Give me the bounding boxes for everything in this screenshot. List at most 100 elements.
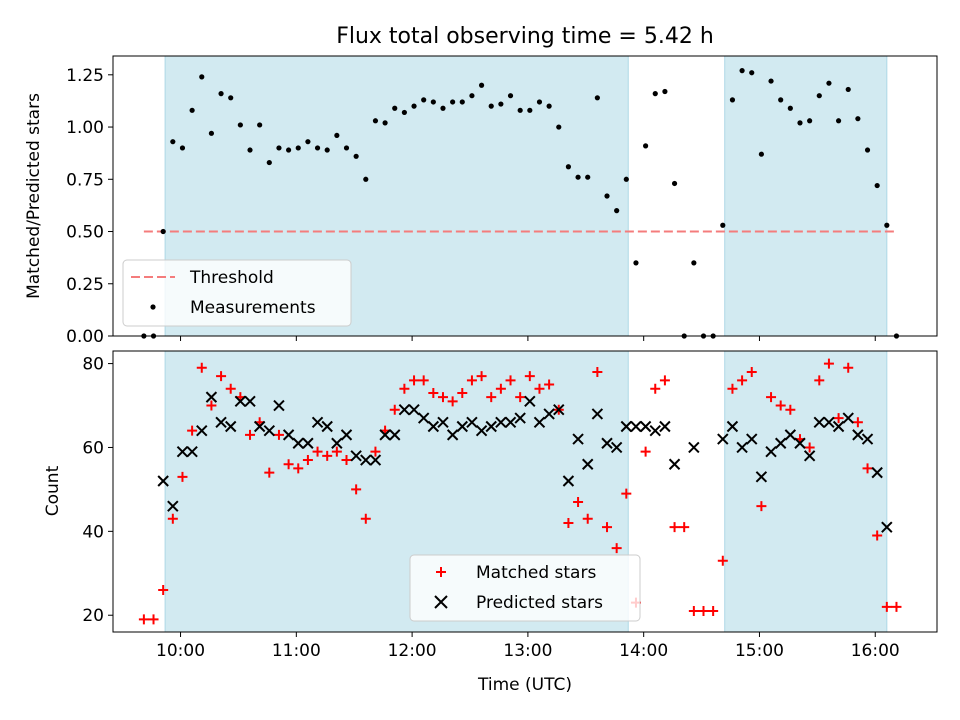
bottom-series-1-point-24 — [389, 429, 401, 441]
bottom-series-0-point-16 — [293, 463, 304, 474]
top-y-tick-label-2: 0.50 — [66, 223, 104, 243]
top-series-0-point-5 — [189, 107, 195, 113]
top-series-0-point-51 — [633, 260, 639, 266]
bottom-series-0-point-60 — [717, 555, 728, 566]
bottom-series-0-point-30 — [428, 387, 439, 398]
top-series-0-point-41 — [536, 99, 543, 105]
top-series-0-point-33 — [459, 99, 465, 105]
top-series-0-point-9 — [228, 95, 234, 101]
bottom-series-0-point-78 — [891, 601, 902, 612]
bottom-legend-box — [409, 554, 641, 622]
bottom-series-1-point-47 — [610, 441, 623, 454]
top-series-0-point-72 — [835, 118, 842, 124]
bottom-series-1-point-22 — [369, 454, 382, 466]
bottom-series-0-point-59 — [708, 606, 719, 617]
bottom-series-1-point-64 — [803, 450, 816, 462]
legend-threshold-label: Threshold — [189, 268, 274, 288]
bottom-series-0-point-49 — [611, 543, 622, 554]
top-y-axis-label: Matched/Predicted stars — [24, 93, 44, 299]
top-series-0-point-29 — [421, 97, 427, 103]
bottom-series-1-point-11 — [263, 424, 276, 437]
bottom-series-0-point-0 — [138, 614, 149, 625]
bottom-series-0-point-1 — [148, 614, 159, 625]
bottom-y-tick-label-3: 80 — [82, 355, 104, 375]
bottom-series-0-point-34 — [466, 375, 477, 386]
bottom-series-1-point-72 — [881, 521, 893, 533]
bottom-series-0-point-36 — [486, 392, 497, 403]
bottom-series-0-point-14 — [273, 429, 284, 440]
legend-matched-label: Matched stars — [476, 563, 596, 583]
bottom-series-0-point-24 — [370, 446, 381, 457]
bottom-series-1-point-34 — [485, 420, 497, 433]
top-series-0-point-52 — [643, 143, 649, 149]
top-y-tick-label-4: 1.00 — [66, 118, 104, 138]
x-tick-label-4: 14:00 — [619, 641, 668, 661]
bottom-series-0-point-75 — [862, 463, 873, 474]
bottom-series-0-point-11 — [245, 429, 256, 440]
bottom-series-0-point-74 — [852, 417, 863, 428]
bottom-series-1-point-66 — [823, 416, 835, 429]
top-series-0-point-22 — [353, 153, 359, 159]
bottom-series-0-point-27 — [399, 383, 410, 394]
top-y-tick-label-0: 0.00 — [66, 327, 104, 347]
top-series-0-point-24 — [372, 118, 379, 124]
bottom-series-0-point-37 — [495, 383, 506, 394]
bottom-series-1-point-63 — [794, 437, 806, 449]
x-tick-label-2: 12:00 — [388, 641, 437, 661]
top-series-0-point-19 — [324, 147, 330, 153]
top-series-0-point-23 — [363, 176, 369, 182]
top-series-0-point-20 — [334, 132, 340, 139]
bottom-series-0-point-56 — [679, 522, 690, 533]
top-y-tick-label-5: 1.25 — [66, 66, 104, 86]
top-series-0-point-67 — [787, 105, 793, 111]
bottom-y-tick-label-0: 20 — [82, 606, 104, 626]
top-plot-panel: 0.00 0.25 0.50 0.75 1.00 1.25 Threshold Measure… — [66, 55, 938, 347]
bottom-series-0-point-54 — [659, 375, 670, 386]
top-series-0-point-69 — [807, 118, 813, 124]
top-series-0-point-32 — [450, 99, 456, 105]
bottom-series-1-point-49 — [630, 420, 642, 433]
bottom-series-0-point-67 — [785, 404, 796, 415]
top-series-0-point-30 — [430, 99, 436, 105]
top-legend-box — [122, 259, 352, 327]
bottom-series-0-point-47 — [592, 366, 603, 377]
top-series-0-point-50 — [623, 176, 629, 182]
bottom-series-0-point-5 — [187, 425, 198, 436]
bottom-series-0-point-21 — [341, 455, 352, 466]
bottom-series-1-point-6 — [215, 416, 227, 429]
bottom-series-1-point-38 — [524, 395, 536, 408]
top-y-tick-label-1: 0.25 — [66, 275, 104, 295]
bottom-series-1-point-60 — [765, 445, 777, 458]
bottom-series-1-point-9 — [244, 395, 256, 408]
top-shaded-interval-1 — [724, 55, 888, 337]
bottom-series-1-point-54 — [688, 441, 700, 454]
bottom-series-1-point-39 — [533, 416, 546, 429]
bottom-series-1-point-32 — [466, 416, 478, 429]
bottom-series-0-point-18 — [312, 446, 323, 457]
top-series-0-point-63 — [749, 70, 755, 76]
bottom-series-1-point-0 — [157, 475, 169, 487]
bottom-series-0-point-72 — [833, 413, 844, 424]
bottom-series-0-point-41 — [534, 383, 545, 394]
x-tick-label-6: 16:00 — [851, 641, 900, 661]
x-tick-label-3: 13:00 — [503, 641, 552, 661]
bottom-series-1-point-68 — [842, 412, 854, 424]
top-series-0-point-11 — [247, 147, 253, 153]
bottom-series-0-point-77 — [881, 601, 892, 612]
top-series-0-point-3 — [170, 139, 176, 145]
bottom-series-0-point-2 — [158, 585, 169, 596]
top-series-0-point-44 — [565, 164, 572, 170]
bottom-series-1-point-26 — [408, 404, 420, 416]
top-series-0-point-75 — [864, 147, 871, 153]
top-series-0-point-55 — [671, 180, 678, 187]
top-series-0-point-7 — [208, 130, 215, 136]
top-series-0-point-38 — [507, 93, 514, 99]
bottom-series-1-point-33 — [475, 424, 488, 437]
bottom-series-0-point-7 — [206, 400, 217, 411]
top-y-tick-label-3: 0.75 — [66, 170, 104, 190]
bottom-series-0-point-31 — [437, 392, 448, 403]
legend-matched-swatch — [436, 567, 446, 577]
bottom-x-axis-label: Time (UTC) — [477, 675, 572, 695]
bottom-series-1-point-57 — [736, 441, 748, 454]
bottom-y-tick-label-2: 60 — [82, 438, 104, 458]
